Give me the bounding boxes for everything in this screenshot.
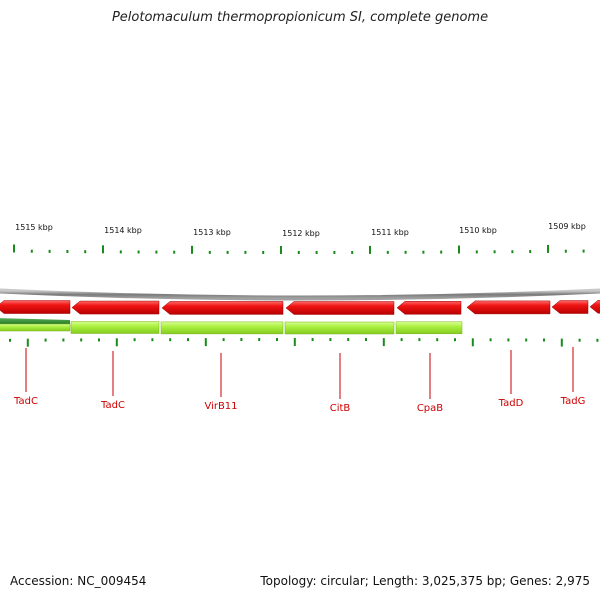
scale-label: 1512 kbp [282,229,320,238]
gene-block-reverse [70,321,160,334]
gene-label: TadC [100,400,125,411]
gene-arrow-forward [285,301,395,315]
scale-label: 1511 kbp [371,228,409,237]
gene-arrow-forward [551,300,589,314]
gene-arrow-forward [466,300,551,315]
genome-backbone [0,288,600,301]
gene-block-reverse [0,323,71,332]
gene-arrow-forward [71,300,160,315]
scale-label: 1509 kbp [548,222,586,231]
gene-label: CpaB [417,403,443,414]
gene-label: TadD [498,398,524,409]
gene-label: TadC [13,396,38,407]
gene-labels: TadC TadC VirB11 CitB CpaB TadD TadG [13,347,585,414]
gene-arrow-forward [161,301,284,315]
gene-block-reverse [160,321,284,335]
scale-label: 1514 kbp [104,226,142,235]
scale-label: 1515 kbp [15,223,53,232]
gene-block-reverse [395,321,463,335]
gene-label: VirB11 [204,401,237,412]
gene-arrow-forward [589,300,600,314]
accession-text: Accession: NC_009454 [10,574,147,588]
genome-title: Pelotomaculum thermopropionicum SI, comp… [111,10,489,25]
gene-arrow-forward [396,301,462,315]
topology-text: Topology: circular; Length: 3,025,375 bp… [260,574,590,588]
scale-label: 1510 kbp [459,226,497,235]
gene-features [0,300,600,335]
scale-labels: 1515 kbp 1514 kbp 1513 kbp 1512 kbp 1511 kbp… [15,222,586,238]
scale-ticks-bottom [9,338,599,347]
gene-arrow-forward [0,300,71,314]
gene-label: CitB [330,403,351,414]
gene-label: TadG [560,396,586,407]
scale-label: 1513 kbp [193,228,231,237]
gene-block-reverse [284,321,395,335]
scale-ticks-top [13,244,585,254]
